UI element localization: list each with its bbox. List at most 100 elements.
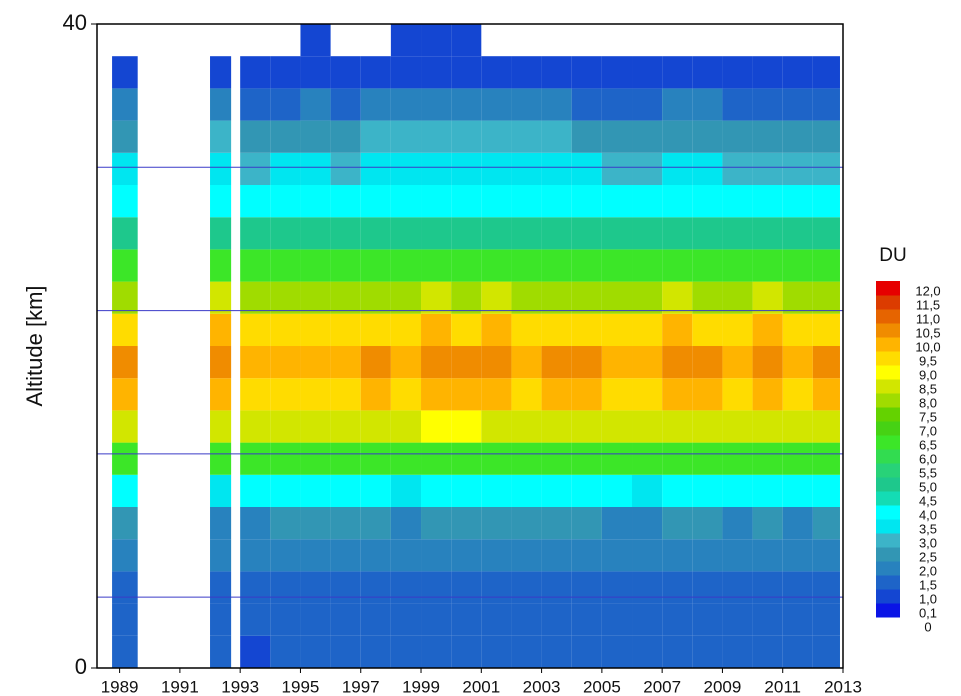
heat-cell xyxy=(330,442,361,475)
heat-cell xyxy=(240,346,271,379)
heat-cell xyxy=(662,635,693,668)
heat-cell xyxy=(511,410,542,443)
heat-cell xyxy=(722,474,753,507)
heat-cell xyxy=(571,635,602,668)
heat-cell xyxy=(662,313,693,346)
heat-cell xyxy=(782,571,813,604)
x-tick-label: 2007 xyxy=(643,677,681,696)
heat-cell xyxy=(240,185,271,218)
heat-cell xyxy=(481,410,512,443)
heat-cell xyxy=(601,249,633,282)
heat-cell xyxy=(300,346,331,379)
heat-cell xyxy=(330,474,361,507)
heat-cell xyxy=(601,346,633,379)
heat-cell xyxy=(571,152,602,185)
heat-cell xyxy=(390,313,422,346)
heat-cell xyxy=(240,120,271,153)
heat-cell xyxy=(451,474,482,507)
heat-cell xyxy=(300,539,331,572)
heat-cell xyxy=(390,88,422,121)
heat-cell xyxy=(541,410,572,443)
heat-cell xyxy=(632,88,663,121)
colorbar-label: 1,5 xyxy=(919,577,937,592)
heat-cell xyxy=(421,313,452,346)
heat-cell xyxy=(112,603,138,636)
heat-cell xyxy=(541,249,572,282)
heat-cell xyxy=(360,88,391,121)
heat-cell xyxy=(722,635,753,668)
heat-cell xyxy=(421,281,452,314)
heat-cell xyxy=(240,442,271,475)
heat-cell xyxy=(571,571,602,604)
heat-cell xyxy=(601,410,633,443)
heat-cell xyxy=(421,507,452,540)
heat-cell xyxy=(662,442,693,475)
plot-frame xyxy=(96,23,844,669)
colorbar-title: DU xyxy=(879,245,906,266)
colorbar-label: 4,0 xyxy=(919,507,937,522)
colorbar-swatch xyxy=(876,421,900,436)
heat-cell xyxy=(300,120,331,153)
colorbar-label: 2,0 xyxy=(919,563,937,578)
heat-cell xyxy=(240,152,271,185)
heat-cell xyxy=(210,474,232,507)
heat-cell xyxy=(632,635,663,668)
heat-cell xyxy=(782,474,813,507)
heat-cell xyxy=(692,442,723,475)
heat-cell xyxy=(601,507,633,540)
heat-cell xyxy=(812,56,840,89)
heat-cell xyxy=(692,88,723,121)
heat-cell xyxy=(112,56,138,89)
heat-cell xyxy=(390,346,422,379)
heat-cell xyxy=(571,281,602,314)
heat-cell xyxy=(210,539,232,572)
heat-cell xyxy=(662,474,693,507)
colorbar-label: 2,5 xyxy=(919,549,937,564)
heat-cell xyxy=(112,539,138,572)
colorbar-swatch xyxy=(876,351,900,366)
colorbar-swatch xyxy=(876,477,900,492)
heat-cell xyxy=(210,56,232,89)
heat-cell xyxy=(300,507,331,540)
heat-cell xyxy=(451,539,482,572)
heat-cell xyxy=(240,507,271,540)
heat-cell xyxy=(240,571,271,604)
heat-cell xyxy=(511,539,542,572)
heat-cell xyxy=(300,185,331,218)
heat-cell xyxy=(481,539,512,572)
heat-cell xyxy=(330,120,361,153)
x-tick-label: 2001 xyxy=(462,677,500,696)
heat-cell xyxy=(692,474,723,507)
heat-cell xyxy=(662,185,693,218)
heat-cell xyxy=(481,378,512,411)
heat-cell xyxy=(692,571,723,604)
heat-cell xyxy=(330,635,361,668)
heat-cell xyxy=(330,410,361,443)
heat-cell xyxy=(210,346,232,379)
heat-cell xyxy=(782,120,813,153)
heat-cell xyxy=(541,88,572,121)
heat-cell xyxy=(541,474,572,507)
heat-cell xyxy=(782,88,813,121)
heat-cell xyxy=(451,378,482,411)
heat-cell xyxy=(782,603,813,636)
heat-cell xyxy=(782,539,813,572)
heat-cell xyxy=(601,635,633,668)
heat-cell xyxy=(330,603,361,636)
heat-cell xyxy=(692,249,723,282)
heat-cell xyxy=(541,120,572,153)
heat-cell xyxy=(752,185,783,218)
heat-cell xyxy=(692,152,723,185)
heat-cell xyxy=(481,507,512,540)
heat-cell xyxy=(541,313,572,346)
heat-cell xyxy=(300,410,331,443)
heat-cell xyxy=(390,539,422,572)
colorbar-swatch xyxy=(876,393,900,408)
heat-cell xyxy=(812,217,840,250)
heat-cell xyxy=(541,539,572,572)
heat-cell xyxy=(360,539,391,572)
heat-cell xyxy=(632,313,663,346)
heat-cell xyxy=(511,313,542,346)
heat-cell xyxy=(752,442,783,475)
heat-cell xyxy=(210,378,232,411)
